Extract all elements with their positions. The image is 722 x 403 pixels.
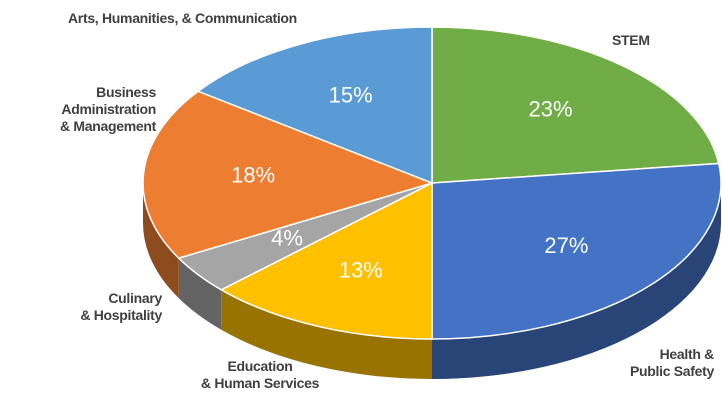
value-label: 27%: [544, 233, 588, 258]
slice: [431, 26, 720, 184]
value-label: 15%: [329, 83, 373, 108]
slice-side: [432, 183, 721, 379]
value-label: 23%: [528, 96, 572, 121]
slice: [142, 90, 435, 259]
category-label: STEM: [612, 32, 650, 48]
category-label: Health & Public Safety: [629, 346, 714, 379]
category-label: Arts, Humanities, & Communication: [68, 10, 297, 26]
category-label: Culinary & Hospitality: [80, 290, 162, 323]
slice-side: [143, 183, 179, 299]
slice: [219, 181, 433, 340]
slice-side: [221, 289, 432, 379]
slice: [431, 162, 722, 340]
slice: [196, 26, 433, 185]
category-label: Business Administration & Management: [60, 84, 156, 134]
slice-side: [178, 258, 222, 330]
value-label: 13%: [339, 258, 383, 283]
value-label: 4%: [271, 226, 303, 251]
value-label: 18%: [231, 163, 275, 188]
category-label: Education & Human Services: [200, 358, 320, 391]
